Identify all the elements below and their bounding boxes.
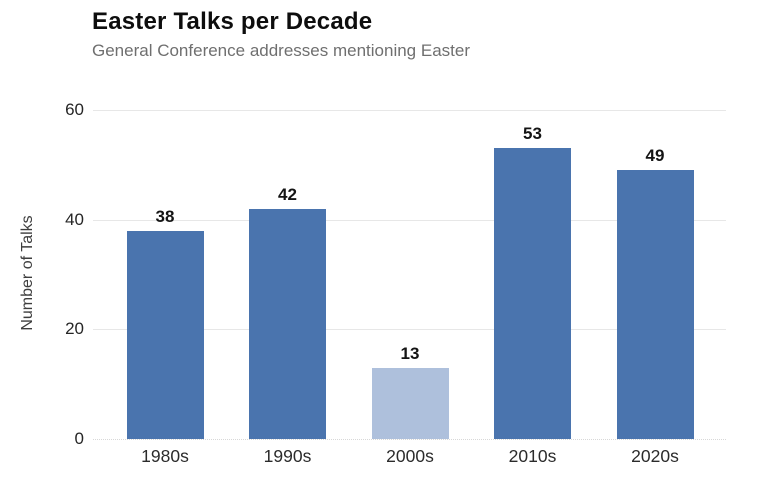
gridline-y-20 — [93, 329, 726, 331]
x-tick-label-1990s: 1990s — [263, 446, 312, 466]
y-tick-label-60: 60 — [65, 100, 84, 119]
bar-2020s — [616, 170, 694, 439]
chart-subtitle: General Conference addresses mentioning … — [92, 41, 470, 60]
gridline-y-40 — [93, 219, 726, 221]
bar-1980s — [126, 230, 204, 439]
x-tick-label-1980s: 1980s — [141, 446, 189, 466]
x-tick-label-2010s: 2010s — [508, 446, 557, 466]
y-tick-label-40: 40 — [65, 209, 84, 229]
x-tick-label-2000s: 2000s — [386, 446, 434, 466]
bar-value-label-2020s: 49 — [645, 146, 665, 166]
gridline-y-60 — [93, 110, 726, 111]
y-axis-title: Number of Talks — [19, 215, 36, 331]
bar-value-label-1990s: 42 — [278, 184, 297, 204]
x-tick-label-2020s: 2020s — [631, 446, 679, 466]
bar-value-label-2010s: 53 — [523, 124, 542, 144]
gridline-y-0 — [93, 439, 726, 440]
bar-1990s — [249, 208, 326, 439]
bar-value-label-1980s: 38 — [155, 206, 175, 226]
bar-2010s — [494, 148, 571, 439]
y-tick-label-20: 20 — [65, 319, 84, 339]
y-tick-label-0: 0 — [74, 429, 84, 448]
plot-area — [93, 110, 726, 440]
bar-2000s — [371, 367, 449, 439]
chart-title: Easter Talks per Decade — [92, 8, 373, 35]
bar-value-label-2000s: 13 — [400, 343, 420, 363]
